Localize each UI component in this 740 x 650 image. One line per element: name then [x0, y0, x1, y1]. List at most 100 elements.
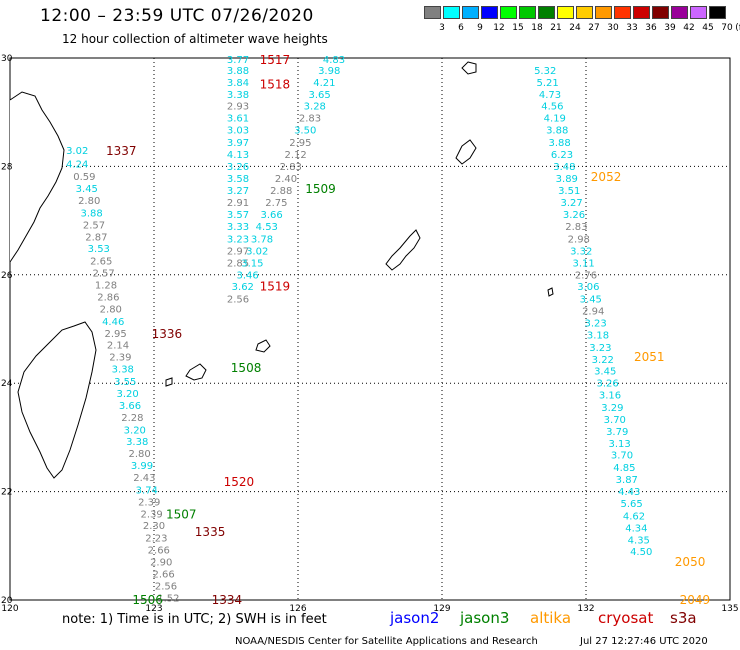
- swh-value: 2.39: [109, 353, 131, 364]
- swh-value: 2.39: [140, 509, 162, 520]
- legend-label: 45: [702, 23, 714, 33]
- swh-value: 3.29: [601, 403, 623, 414]
- track-time-label: 1506: [132, 593, 163, 607]
- track-time-label: 1337: [106, 144, 137, 158]
- swh-value: 6.23: [551, 150, 573, 161]
- swh-value: 3.66: [260, 210, 282, 221]
- mission-altika: altika: [530, 609, 572, 627]
- units-note: note: 1) Time is in UTC; 2) SWH is in fe…: [62, 612, 327, 627]
- legend-swatch: [595, 6, 612, 19]
- legend-label: 42: [683, 23, 695, 33]
- swh-value: 3.45: [580, 295, 602, 306]
- swh-value: 2.97: [227, 246, 249, 257]
- swh-value: 4.53: [256, 222, 278, 233]
- legend-swatch: [576, 6, 593, 19]
- swh-value: 2.83: [565, 222, 587, 233]
- track-time-label: 2052: [591, 170, 622, 184]
- longitude-label: 129: [433, 604, 450, 614]
- track-time-label: 1520: [224, 475, 255, 489]
- legend-swatch: [709, 6, 726, 19]
- swh-value: 2.93: [227, 102, 249, 113]
- swh-value: 2.39: [138, 497, 160, 508]
- map-grid: [10, 58, 730, 600]
- swh-value: 1.52: [157, 593, 179, 604]
- track-time-label: 2050: [675, 555, 706, 569]
- latitude-label: 30: [1, 54, 13, 64]
- track-time-label: 1508: [231, 361, 262, 375]
- swh-value: 2.85: [227, 258, 249, 269]
- latitude-label: 28: [1, 162, 13, 172]
- legend-swatch: [443, 6, 460, 19]
- swh-value: 2.43: [133, 473, 155, 484]
- daito-outline: [547, 287, 554, 297]
- swh-value: 3.62: [232, 282, 254, 293]
- legend-label: 30: [607, 23, 619, 33]
- swh-value: 4.34: [625, 523, 647, 534]
- swh-value: 2.98: [568, 234, 590, 245]
- legend-label: 3: [439, 23, 445, 33]
- swh-value: 5.21: [536, 78, 558, 89]
- legend-label: 9: [477, 23, 483, 33]
- swh-value: 3.88: [227, 66, 249, 77]
- swh-value: 5.32: [534, 66, 556, 77]
- swh-value: 4.24: [66, 160, 88, 171]
- mission-jason3: jason3: [460, 609, 510, 627]
- swh-value: 4.35: [628, 535, 650, 546]
- swh-value: 3.79: [606, 427, 628, 438]
- swh-value: 2.86: [97, 292, 119, 303]
- mission-jason2: jason2: [390, 609, 440, 627]
- swh-value: 2.80: [78, 196, 100, 207]
- okinawa-outline: [385, 229, 421, 271]
- track-time-label: 1518: [260, 77, 291, 91]
- swh-value: 2.80: [128, 449, 150, 460]
- swh-value: 4.43: [618, 487, 640, 498]
- swh-value: 3.23: [589, 343, 611, 354]
- swh-value: 3.88: [80, 208, 102, 219]
- swh-value: 3.23: [227, 234, 249, 245]
- track-time-label: 1336: [152, 327, 183, 341]
- longitude-labels: 120 123 126 129 132 135: [1, 604, 738, 614]
- swh-value: 3.99: [131, 461, 153, 472]
- generated-timestamp: Jul 27 12:27:46 UTC 2020: [580, 636, 708, 647]
- swh-value: 3.97: [227, 138, 249, 149]
- taiwan-outline: [17, 321, 97, 479]
- yonaguni-outline: [165, 377, 173, 387]
- map-frame: [9, 57, 731, 601]
- swh-value: 3.98: [318, 66, 340, 77]
- swh-value: 2.83: [299, 114, 321, 125]
- swh-value: 3.58: [227, 174, 249, 185]
- legend-label: 15: [512, 23, 524, 33]
- swh-value: 3.02: [66, 146, 88, 157]
- swh-value: 3.02: [246, 246, 268, 257]
- swh-value: 4.73: [539, 90, 561, 101]
- swh-value: 3.88: [546, 126, 568, 137]
- legend-swatch: [500, 6, 517, 19]
- swh-value: 2.94: [582, 307, 604, 318]
- swh-value: 4.85: [613, 463, 635, 474]
- swh-value: 3.28: [304, 102, 326, 113]
- swh-value: 3.50: [294, 126, 316, 137]
- swh-value: 3.45: [594, 367, 616, 378]
- swh-value: 2.28: [121, 413, 143, 424]
- swh-value: 4.56: [541, 102, 563, 113]
- legend-label: 70: [721, 23, 733, 33]
- swh-value: 3.74: [136, 485, 158, 496]
- swh-value: 4.19: [544, 114, 566, 125]
- swh-value: 3.38: [227, 90, 249, 101]
- swh-value: 4.50: [630, 547, 652, 558]
- swh-value: 3.88: [548, 138, 570, 149]
- latitude-labels: 30 28 26 24 22 20: [1, 54, 13, 606]
- swh-value: 3.70: [604, 415, 626, 426]
- mission-s3a: s3a: [670, 609, 697, 627]
- legend-label: 24: [569, 23, 581, 33]
- swh-value: 2.14: [107, 341, 129, 352]
- swh-value: 3.27: [560, 198, 582, 209]
- legend-swatch: [633, 6, 650, 19]
- swh-value: 3.65: [308, 90, 330, 101]
- legend-swatch: [652, 6, 669, 19]
- swh-value: 2.76: [575, 270, 597, 281]
- track-time-label: 1517: [260, 53, 291, 67]
- latitude-label: 20: [1, 596, 13, 606]
- swh-value: 3.23: [584, 318, 606, 329]
